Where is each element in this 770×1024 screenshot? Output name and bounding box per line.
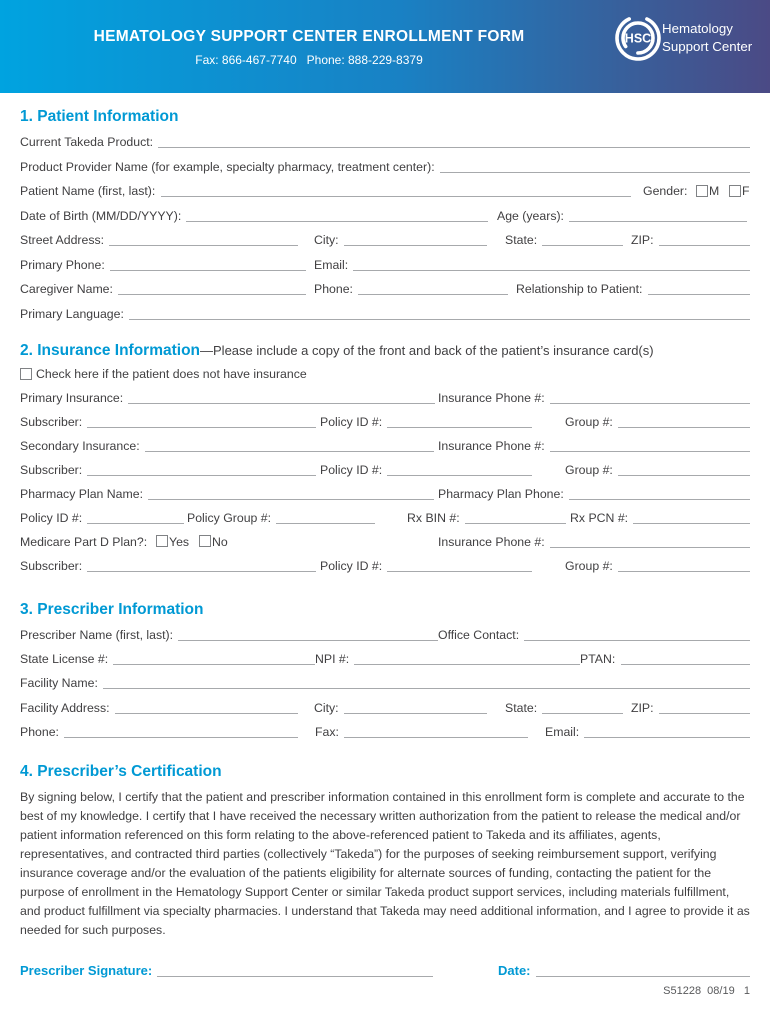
svg-text:HSC: HSC xyxy=(625,32,651,46)
svg-text:Support Center: Support Center xyxy=(662,39,753,54)
svg-text:Hematology: Hematology xyxy=(662,21,733,36)
